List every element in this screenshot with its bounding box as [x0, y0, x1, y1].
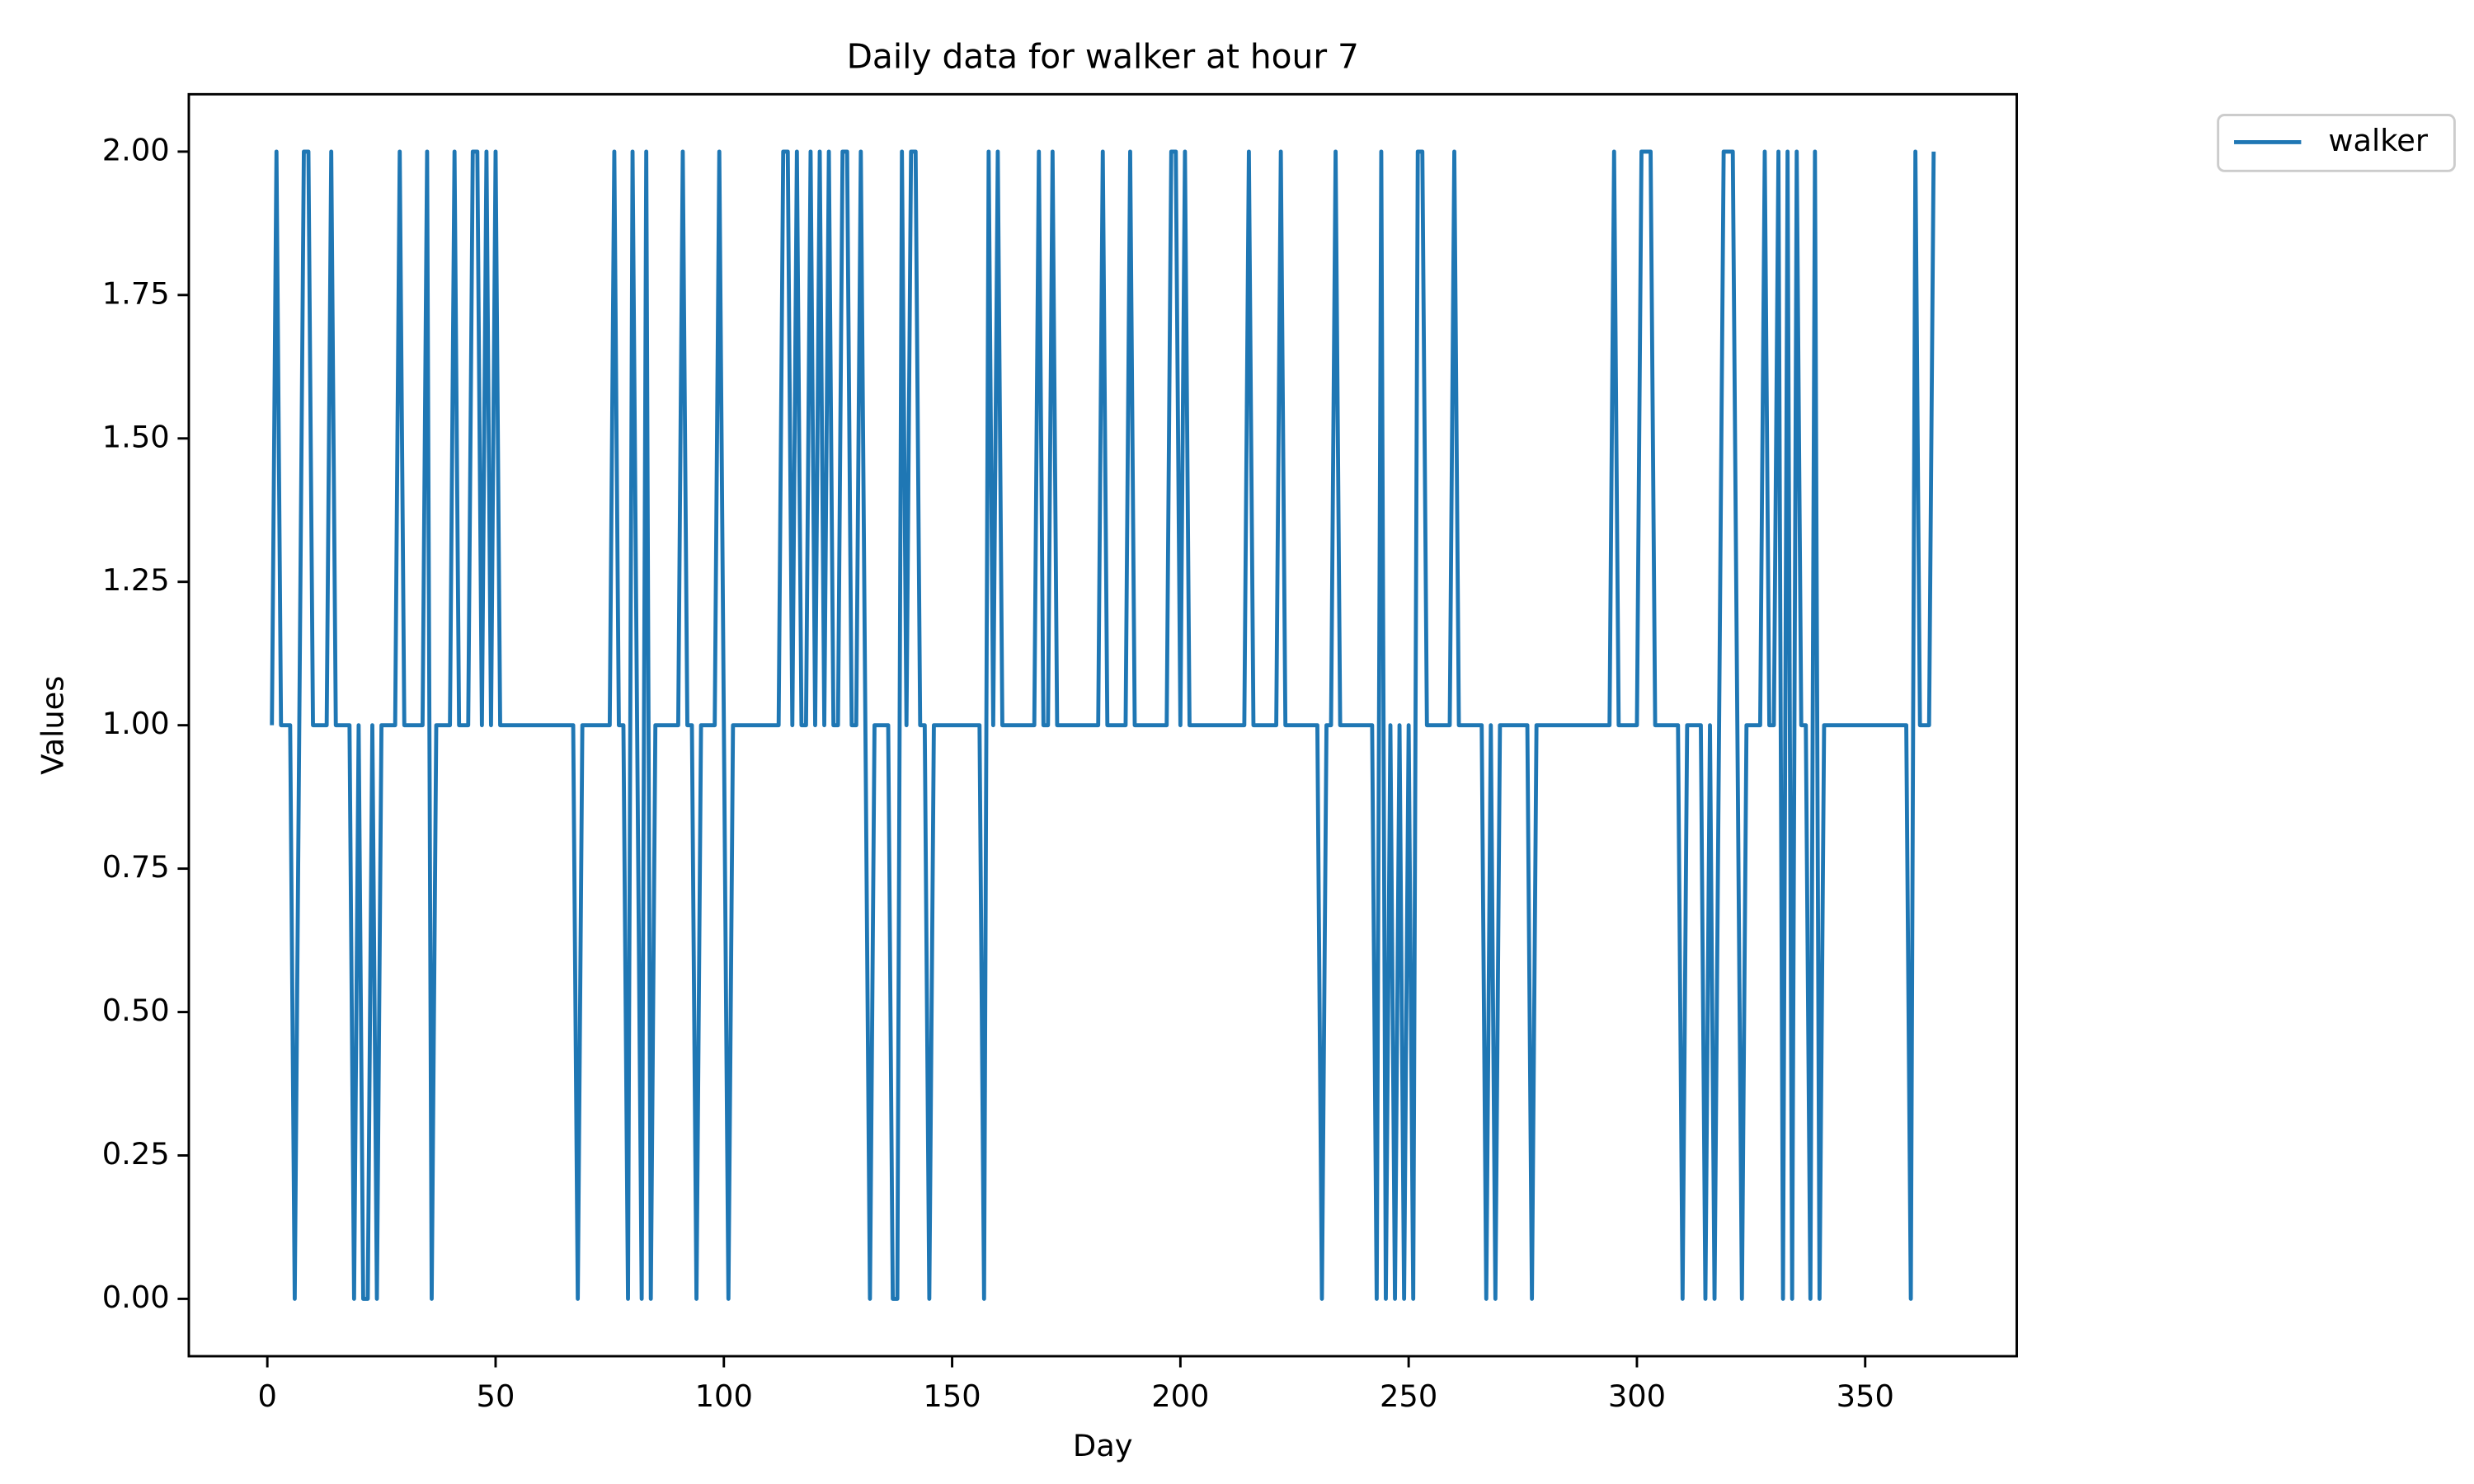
- y-tick-label: 0.50: [102, 993, 170, 1028]
- y-tick-label: 1.50: [102, 419, 170, 454]
- x-tick-label: 350: [1837, 1378, 1894, 1414]
- legend-label: walker: [2328, 123, 2429, 158]
- x-tick-label: 150: [923, 1378, 981, 1414]
- y-tick-label: 0.75: [102, 849, 170, 885]
- plot-frame: [187, 92, 2018, 1358]
- x-axis-label: Day: [1073, 1428, 1133, 1463]
- x-tick-label: 250: [1380, 1378, 1437, 1414]
- y-axis-label: Values: [35, 676, 71, 775]
- y-tick-label: 1.25: [102, 562, 170, 598]
- x-tick-label: 0: [257, 1378, 276, 1414]
- legend-box: [2217, 114, 2456, 172]
- chart-title: Daily data for walker at hour 7: [847, 37, 1359, 77]
- y-tick-label: 0.25: [102, 1136, 170, 1172]
- x-tick-label: 100: [695, 1378, 753, 1414]
- y-tick-label: 1.75: [102, 275, 170, 311]
- line-series: [270, 149, 1936, 1301]
- y-tick-label: 2.00: [102, 132, 170, 167]
- x-tick-label: 300: [1608, 1378, 1666, 1414]
- y-tick-label: 1.00: [102, 706, 170, 741]
- x-tick-label: 200: [1151, 1378, 1209, 1414]
- y-tick-label: 0.00: [102, 1280, 170, 1315]
- x-tick-label: 50: [477, 1378, 515, 1414]
